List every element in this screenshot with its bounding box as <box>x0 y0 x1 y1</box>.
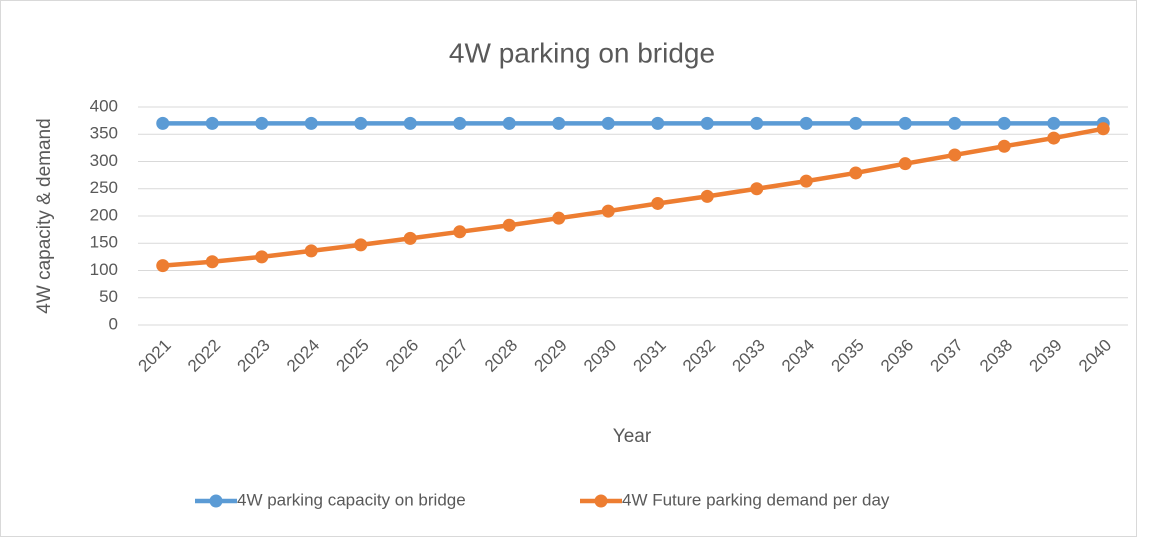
data-point <box>601 116 615 130</box>
data-point <box>700 116 714 130</box>
data-point <box>1047 131 1061 145</box>
data-point <box>948 148 962 162</box>
data-point <box>1047 116 1061 130</box>
data-point <box>304 116 318 130</box>
data-point <box>255 116 269 130</box>
data-point <box>849 166 863 180</box>
data-point <box>849 116 863 130</box>
data-point <box>205 255 219 269</box>
data-point <box>651 196 665 210</box>
data-point <box>453 116 467 130</box>
x-axis-label: Year <box>613 426 652 447</box>
data-point <box>997 139 1011 153</box>
data-point <box>948 116 962 130</box>
legend-label: 4W parking capacity on bridge <box>237 490 466 509</box>
data-point <box>552 116 566 130</box>
y-tick-label: 250 <box>90 178 118 197</box>
data-point <box>502 218 516 232</box>
data-point <box>205 116 219 130</box>
y-axis-label: 4W capacity & demand <box>34 118 55 313</box>
data-point <box>403 116 417 130</box>
y-tick-label: 0 <box>109 314 118 333</box>
y-tick-label: 400 <box>90 96 118 115</box>
data-point <box>403 231 417 245</box>
chart-title: 4W parking on bridge <box>449 37 715 68</box>
data-point <box>1096 122 1110 136</box>
legend-marker <box>209 494 223 508</box>
data-point <box>255 250 269 264</box>
data-point <box>898 157 912 171</box>
data-point <box>799 116 813 130</box>
data-point <box>898 116 912 130</box>
y-tick-label: 200 <box>90 205 118 224</box>
data-point <box>453 225 467 239</box>
data-point <box>799 174 813 188</box>
legend-label: 4W Future parking demand per day <box>622 490 890 509</box>
data-point <box>304 244 318 258</box>
y-tick-label: 100 <box>90 260 118 279</box>
data-point <box>502 116 516 130</box>
data-point <box>552 211 566 225</box>
data-point <box>354 238 368 252</box>
legend-marker <box>594 494 608 508</box>
y-tick-label: 350 <box>90 124 118 143</box>
data-point <box>750 182 764 196</box>
data-point <box>156 259 170 273</box>
data-point <box>750 116 764 130</box>
data-point <box>997 116 1011 130</box>
data-point <box>700 189 714 203</box>
data-point <box>601 204 615 218</box>
data-point <box>354 116 368 130</box>
y-tick-label: 50 <box>99 287 118 306</box>
y-tick-label: 150 <box>90 233 118 252</box>
y-tick-label: 300 <box>90 151 118 170</box>
data-point <box>651 116 665 130</box>
series-line <box>162 126 1104 268</box>
data-point <box>156 116 170 130</box>
